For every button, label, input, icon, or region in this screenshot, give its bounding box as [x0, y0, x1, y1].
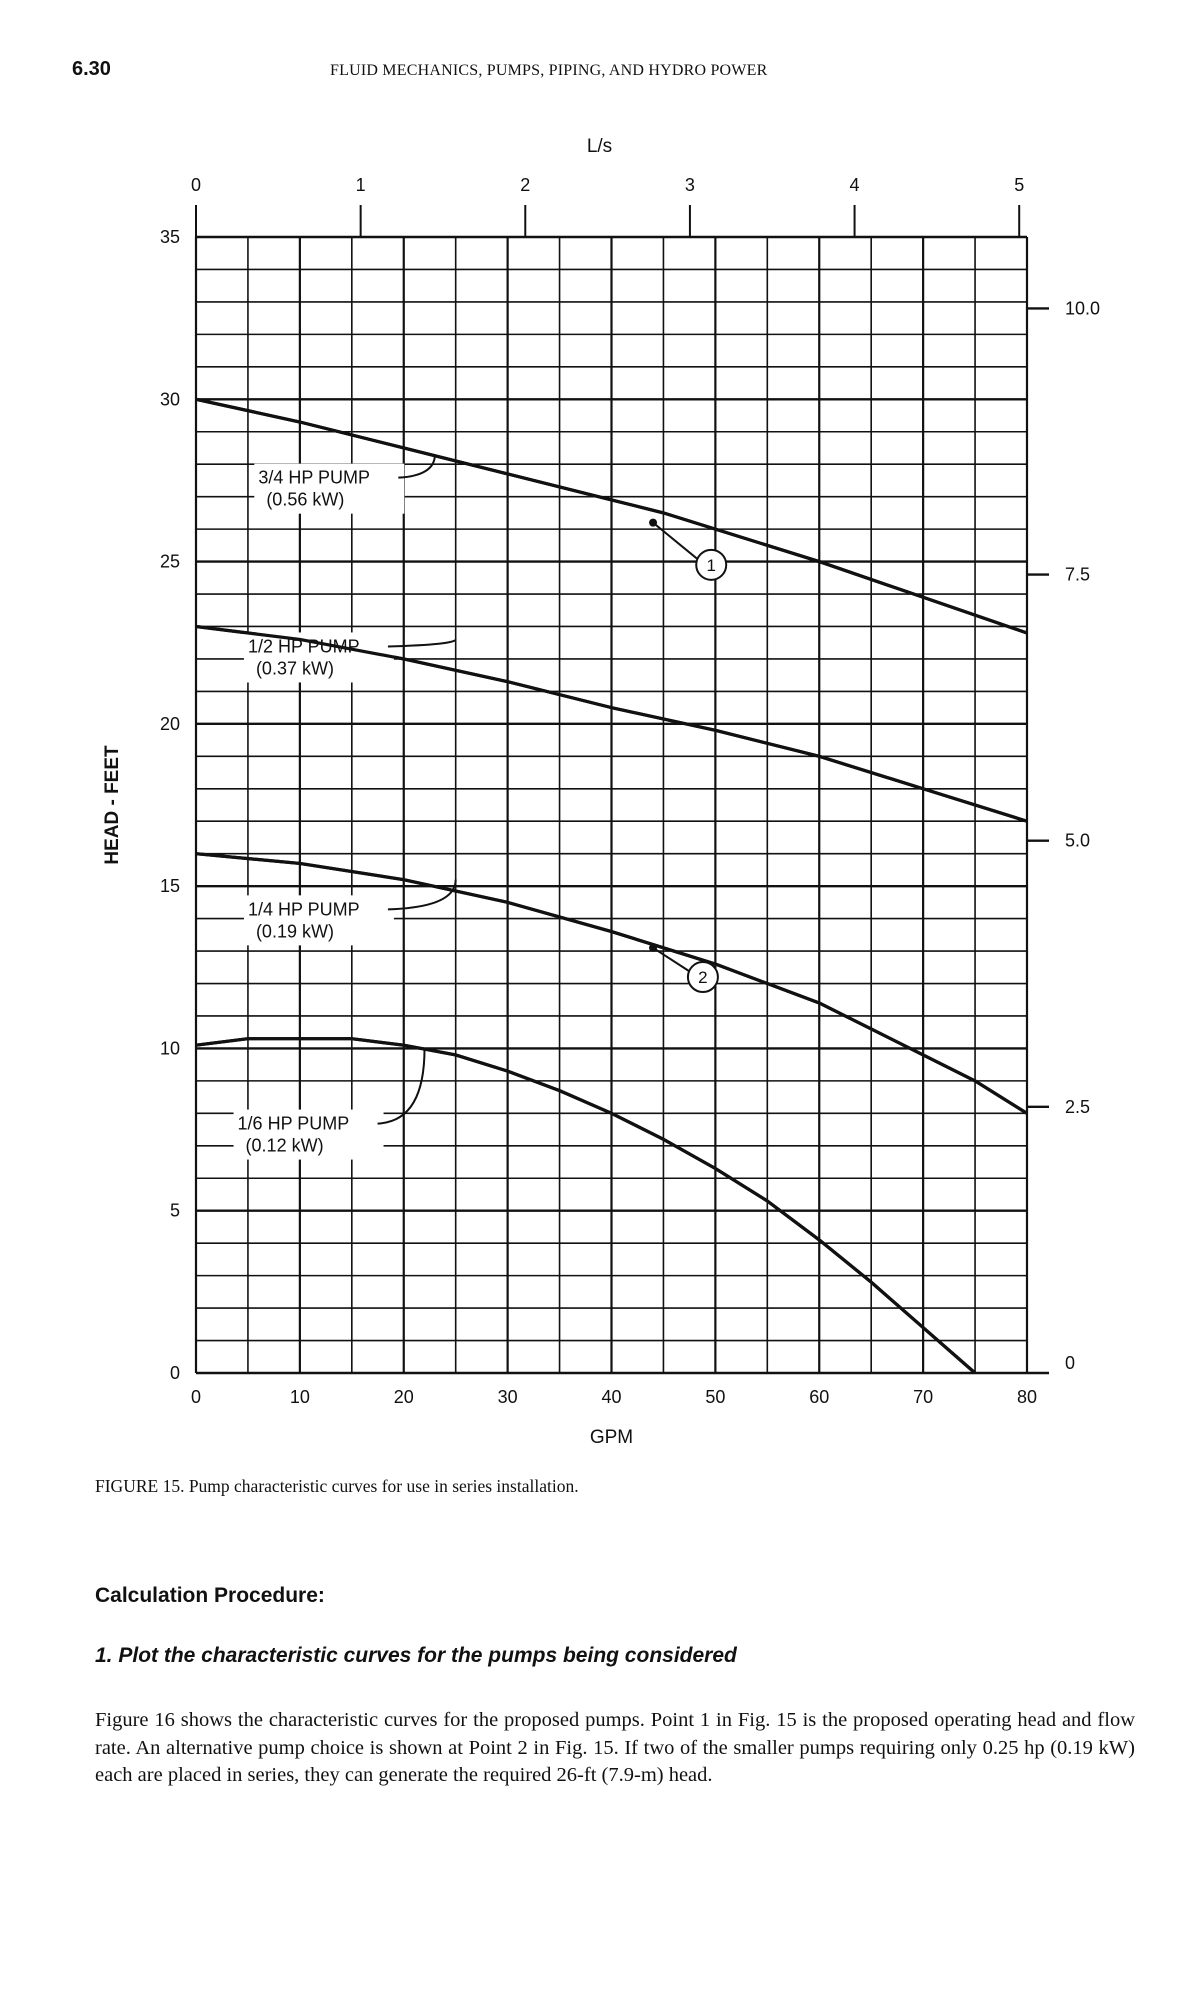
- annotation-circle: [686, 961, 719, 994]
- y-tick-label: 0: [170, 1363, 180, 1383]
- pump-curve-overlay: [195, 1037, 977, 1375]
- curve-sublabel: (0.56 kW): [266, 490, 344, 510]
- annotation-arrow: [652, 946, 690, 972]
- section-heading: Calculation Procedure:: [95, 1584, 325, 1607]
- curve-sublabel: (0.12 kW): [246, 1136, 324, 1156]
- y-tick-label: 10: [160, 1038, 180, 1058]
- annotation-point: [649, 518, 658, 527]
- x-tick-label: 50: [705, 1387, 725, 1407]
- right-tick-label: 7.5: [1065, 565, 1090, 585]
- annotation-label: 2: [698, 968, 707, 987]
- label-backdrop: [243, 632, 394, 683]
- x-tick-label: 0: [191, 1387, 201, 1407]
- body-paragraph: Figure 16 shows the characteristic curve…: [95, 1709, 1135, 1786]
- top-tick-label: 0: [191, 175, 201, 195]
- curve-sublabel: (0.19 kW): [256, 921, 334, 941]
- right-tick-label: 5.0: [1065, 831, 1090, 851]
- label-backdrop: [243, 895, 394, 946]
- leader-line: [387, 879, 457, 911]
- y-tick-label: 35: [160, 227, 180, 247]
- curve-label: 3/4 HP PUMP: [258, 468, 370, 488]
- x-tick-label: 10: [290, 1387, 310, 1407]
- x-tick-label: 20: [394, 1387, 414, 1407]
- figure-caption: FIGURE 15. Pump characteristic curves fo…: [95, 1476, 579, 1496]
- y-tick-label: 5: [170, 1201, 180, 1221]
- x-tick-label: 70: [913, 1387, 933, 1407]
- x-tick-label: 40: [601, 1387, 621, 1407]
- pump-curve-4: [195, 1037, 977, 1375]
- leader-line: [377, 1048, 426, 1125]
- x-tick-label: 80: [1017, 1387, 1037, 1407]
- pump-curve-overlay: [195, 397, 1028, 635]
- leader-line: [398, 454, 436, 479]
- top-tick-label: 4: [850, 175, 860, 195]
- annotation-circle: [695, 548, 728, 581]
- top-tick-label: 2: [520, 175, 530, 195]
- curve-label: 1/2 HP PUMP: [248, 636, 360, 656]
- right-tick-label: 10.0: [1065, 298, 1100, 318]
- annotation-point: [649, 943, 658, 952]
- annotation-arrow: [652, 521, 698, 560]
- top-tick-label: 5: [1014, 175, 1024, 195]
- pump-curve-overlay: [195, 852, 1028, 1115]
- step-heading: 1. Plot the characteristic curves for th…: [95, 1644, 737, 1667]
- curve-label: 1/4 HP PUMP: [248, 899, 360, 919]
- right-tick-label: 2.5: [1065, 1097, 1090, 1117]
- leader-line: [387, 638, 457, 648]
- y-tick-label: 20: [160, 714, 180, 734]
- top-tick-label: 3: [685, 175, 695, 195]
- running-head: FLUID MECHANICS, PUMPS, PIPING, AND HYDR…: [330, 62, 768, 79]
- top-axis-label: L/s: [587, 136, 612, 157]
- x-tick-label: 60: [809, 1387, 829, 1407]
- label-backdrop: [233, 1109, 384, 1160]
- label-backdrop: [254, 463, 405, 514]
- curve-sublabel: (0.37 kW): [256, 658, 334, 678]
- annotation-label: 1: [706, 556, 715, 575]
- y-tick-label: 15: [160, 876, 180, 896]
- y-tick-label: 30: [160, 389, 180, 409]
- y-axis-label: HEAD - FEET: [102, 745, 123, 865]
- right-tick-label: 0: [1065, 1353, 1075, 1373]
- pump-curve-overlay: [195, 624, 1028, 823]
- page-number: 6.30: [72, 58, 111, 80]
- top-tick-label: 1: [356, 175, 366, 195]
- y-tick-label: 25: [160, 552, 180, 572]
- curve-label: 1/6 HP PUMP: [238, 1114, 350, 1134]
- x-tick-label: 30: [498, 1387, 518, 1407]
- x-axis-label: GPM: [590, 1427, 633, 1448]
